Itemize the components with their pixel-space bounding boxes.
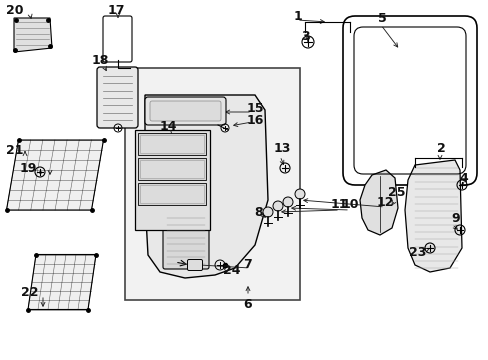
Bar <box>140 185 203 203</box>
Circle shape <box>283 197 292 207</box>
Text: 21: 21 <box>6 144 24 157</box>
Text: 10: 10 <box>341 198 358 211</box>
FancyBboxPatch shape <box>145 97 225 125</box>
Text: 25: 25 <box>387 186 405 199</box>
FancyBboxPatch shape <box>187 260 202 270</box>
Text: 9: 9 <box>451 211 459 225</box>
Text: 14: 14 <box>159 120 176 132</box>
Circle shape <box>294 189 305 199</box>
Bar <box>125 68 299 300</box>
Text: 1: 1 <box>293 9 302 22</box>
Text: 4: 4 <box>459 171 468 184</box>
Text: 18: 18 <box>91 54 108 67</box>
Bar <box>135 130 209 230</box>
Bar <box>138 183 205 205</box>
Polygon shape <box>145 95 267 278</box>
Text: 3: 3 <box>300 30 309 42</box>
Polygon shape <box>6 140 103 210</box>
Text: 16: 16 <box>246 113 263 126</box>
Polygon shape <box>359 170 397 235</box>
Text: 15: 15 <box>246 102 263 114</box>
FancyBboxPatch shape <box>163 213 208 269</box>
Text: 23: 23 <box>408 246 426 258</box>
Polygon shape <box>404 160 461 272</box>
Text: 24: 24 <box>223 264 240 276</box>
Text: 7: 7 <box>243 257 252 270</box>
Bar <box>140 160 203 178</box>
Polygon shape <box>28 255 96 310</box>
Text: 17: 17 <box>107 4 124 17</box>
Text: 6: 6 <box>243 298 252 311</box>
Bar <box>138 158 205 180</box>
Circle shape <box>263 207 272 217</box>
Text: 2: 2 <box>436 141 445 154</box>
Circle shape <box>272 201 283 211</box>
Bar <box>140 135 203 153</box>
FancyBboxPatch shape <box>97 67 138 128</box>
Text: 11: 11 <box>329 198 347 211</box>
FancyBboxPatch shape <box>150 101 221 121</box>
Text: 12: 12 <box>375 195 393 208</box>
Text: 5: 5 <box>377 12 386 24</box>
Polygon shape <box>14 18 52 52</box>
Text: 19: 19 <box>19 162 37 175</box>
Text: 20: 20 <box>6 4 24 17</box>
Text: 8: 8 <box>254 206 263 219</box>
Text: 13: 13 <box>273 141 290 154</box>
Text: 22: 22 <box>21 285 39 298</box>
Bar <box>138 133 205 155</box>
